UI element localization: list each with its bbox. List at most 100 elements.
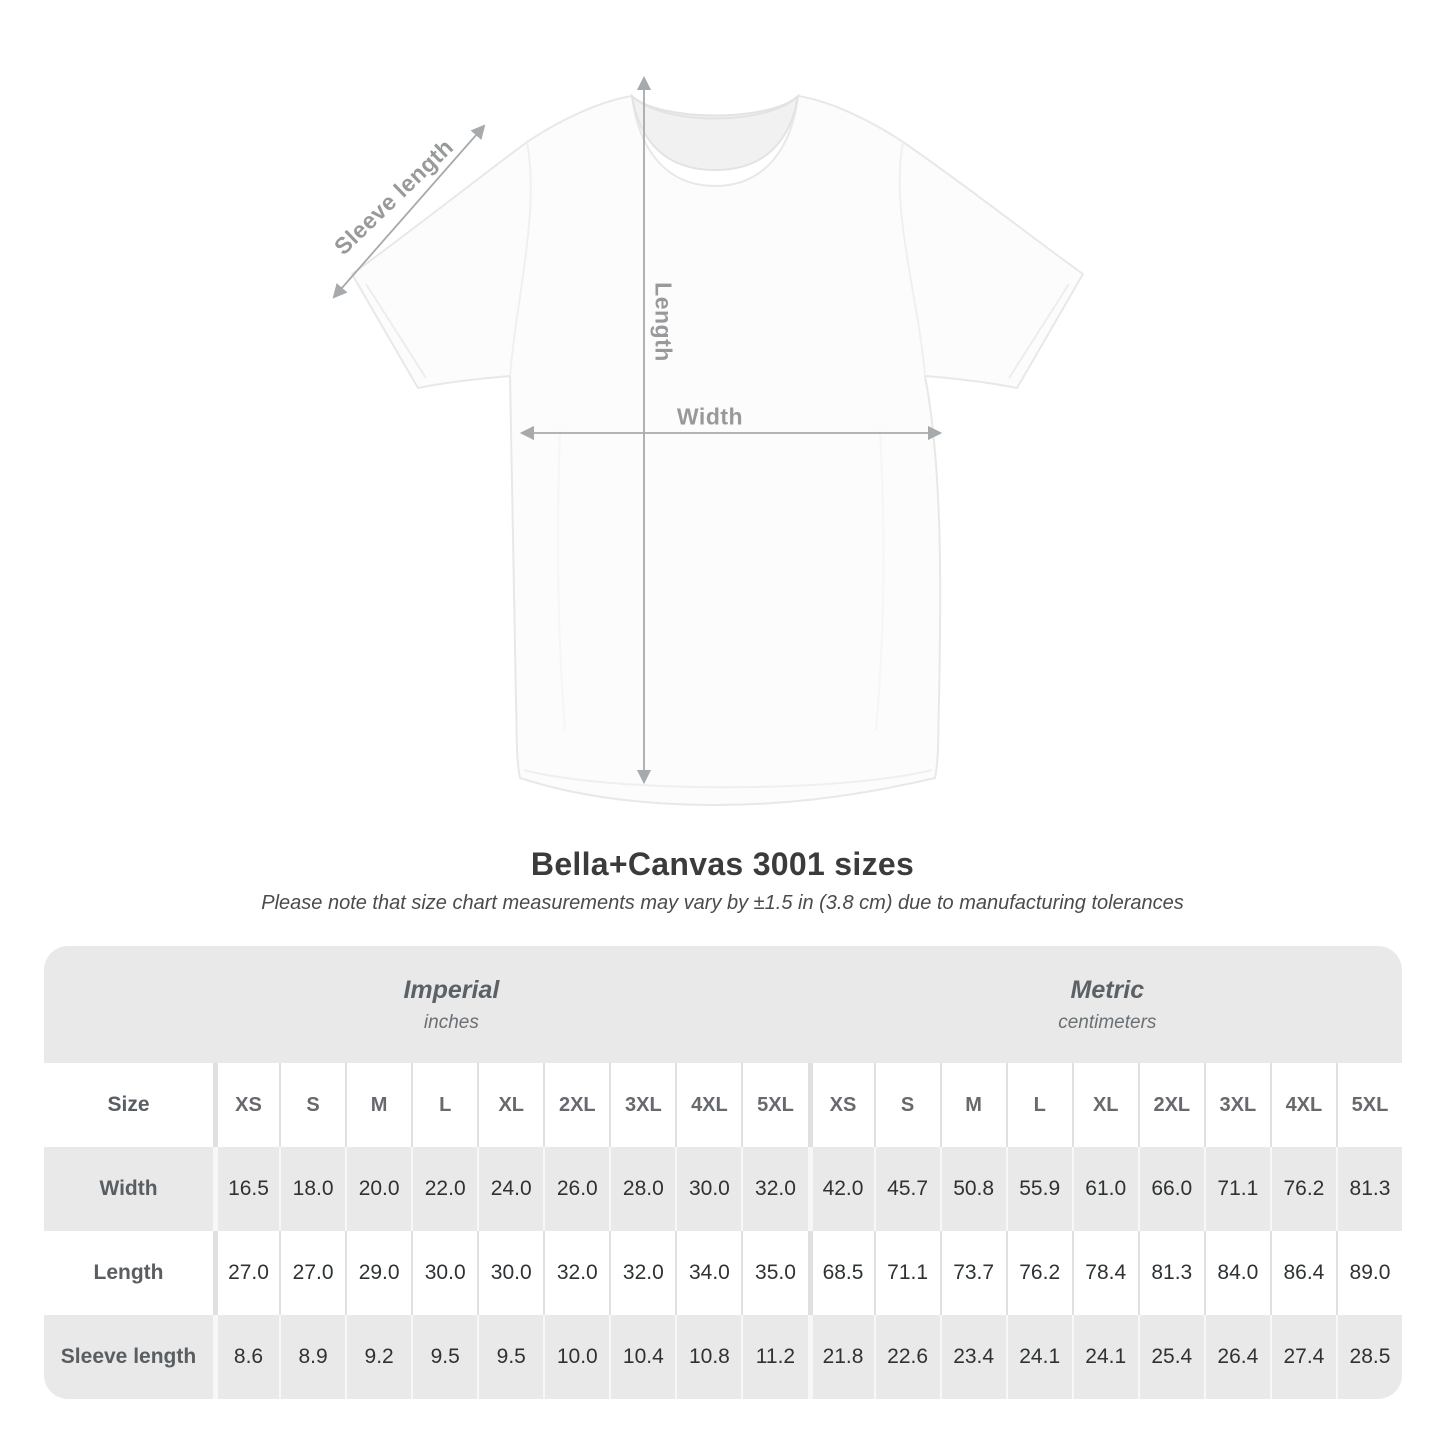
tshirt-hem-seam <box>523 769 933 789</box>
size-header-xs: XS <box>213 1063 280 1147</box>
imperial-group-header: Imperial inches <box>403 946 499 1063</box>
length-label: Length <box>650 282 677 362</box>
imperial-label: Imperial <box>403 975 500 1004</box>
value-metric: 81.3 <box>1335 1147 1402 1231</box>
value-imperial: 26.0 <box>543 1147 610 1231</box>
tshirt-right-cuff-seam <box>1008 283 1070 379</box>
value-imperial: 32.0 <box>741 1147 808 1231</box>
size-header-l: L <box>1005 1063 1072 1147</box>
value-metric: 68.5 <box>807 1231 874 1315</box>
value-imperial: 11.2 <box>741 1315 808 1399</box>
value-imperial: 10.8 <box>675 1315 742 1399</box>
value-metric: 24.1 <box>1071 1315 1138 1399</box>
value-imperial: 30.0 <box>477 1231 544 1315</box>
imperial-unit-label: inches <box>423 1011 479 1033</box>
value-metric: 84.0 <box>1203 1231 1270 1315</box>
value-imperial: 35.0 <box>741 1231 808 1315</box>
value-metric: 61.0 <box>1071 1147 1138 1231</box>
tshirt-measurement-diagram: Sleeve length Length Width <box>329 75 1084 806</box>
tshirt-body <box>351 95 1084 806</box>
value-metric: 76.2 <box>1005 1231 1072 1315</box>
value-imperial: 16.5 <box>213 1147 280 1231</box>
value-metric: 55.9 <box>1005 1147 1072 1231</box>
row-label-length: Length <box>44 1231 213 1315</box>
chart-heading: Bella+Canvas 3001 sizes Please note that… <box>0 846 1445 915</box>
tshirt-left-cuff-seam <box>365 283 427 379</box>
value-metric: 42.0 <box>807 1147 874 1231</box>
value-imperial: 32.0 <box>609 1231 676 1315</box>
value-metric: 25.4 <box>1137 1315 1204 1399</box>
value-imperial: 9.5 <box>411 1315 478 1399</box>
size-header-4xl: 4XL <box>1269 1063 1336 1147</box>
tshirt-right-armhole-seam <box>898 141 926 377</box>
size-header-5xl: 5XL <box>741 1063 808 1147</box>
value-imperial: 28.0 <box>609 1147 676 1231</box>
size-header-xl: XL <box>1071 1063 1138 1147</box>
size-header-xs: XS <box>807 1063 874 1147</box>
size-header-2xl: 2XL <box>1137 1063 1204 1147</box>
row-label-sleeve-length: Sleeve length <box>44 1315 213 1399</box>
value-metric: 23.4 <box>939 1315 1006 1399</box>
size-header-3xl: 3XL <box>1203 1063 1270 1147</box>
page-title: Bella+Canvas 3001 sizes <box>530 846 915 882</box>
value-metric: 22.6 <box>873 1315 940 1399</box>
size-chart-table: Imperial inches Metric centimeters Size X… <box>44 946 1402 1399</box>
value-imperial: 34.0 <box>675 1231 742 1315</box>
value-imperial: 22.0 <box>411 1147 478 1231</box>
size-header-xl: XL <box>477 1063 544 1147</box>
tshirt-wrinkle <box>875 429 885 731</box>
size-header-m: M <box>939 1063 1006 1147</box>
unit-group-header: Imperial inches Metric centimeters <box>44 946 1402 1063</box>
value-imperial: 30.0 <box>411 1231 478 1315</box>
value-metric: 89.0 <box>1335 1231 1402 1315</box>
row-label-width: Width <box>44 1147 213 1231</box>
value-metric: 50.8 <box>939 1147 1006 1231</box>
size-header-m: M <box>345 1063 412 1147</box>
value-metric: 26.4 <box>1203 1315 1270 1399</box>
value-metric: 71.1 <box>873 1231 940 1315</box>
value-metric: 86.4 <box>1269 1231 1336 1315</box>
value-metric: 76.2 <box>1269 1147 1336 1231</box>
tshirt-left-armhole-seam <box>509 141 532 377</box>
metric-group-header: Metric centimeters <box>1058 946 1156 1063</box>
value-metric: 24.1 <box>1005 1315 1072 1399</box>
value-imperial: 20.0 <box>345 1147 412 1231</box>
value-imperial: 8.9 <box>279 1315 346 1399</box>
sleeve-length-measure-arrow <box>332 124 486 299</box>
size-header-2xl: 2XL <box>543 1063 610 1147</box>
tshirt-wrinkle <box>556 429 566 731</box>
value-imperial: 10.4 <box>609 1315 676 1399</box>
metric-label: Metric <box>1070 975 1145 1004</box>
value-metric: 28.5 <box>1335 1315 1402 1399</box>
size-header-s: S <box>279 1063 346 1147</box>
value-imperial: 24.0 <box>477 1147 544 1231</box>
value-metric: 21.8 <box>807 1315 874 1399</box>
value-metric: 81.3 <box>1137 1231 1204 1315</box>
size-header-3xl: 3XL <box>609 1063 676 1147</box>
size-chart-grid: Size XS S M L XL 2XL 3XL 4XL 5XL XS S M L XL 2XL 3XL 4XL 5… <box>44 1063 1402 1399</box>
value-metric: 73.7 <box>939 1231 1006 1315</box>
value-imperial: 27.0 <box>213 1231 280 1315</box>
value-imperial: 32.0 <box>543 1231 610 1315</box>
value-imperial: 8.6 <box>213 1315 280 1399</box>
value-metric: 45.7 <box>873 1147 940 1231</box>
value-imperial: 27.0 <box>279 1231 346 1315</box>
value-imperial: 9.5 <box>477 1315 544 1399</box>
size-header-5xl: 5XL <box>1335 1063 1402 1147</box>
value-metric: 66.0 <box>1137 1147 1204 1231</box>
value-imperial: 29.0 <box>345 1231 412 1315</box>
value-metric: 78.4 <box>1071 1231 1138 1315</box>
value-metric: 71.1 <box>1203 1147 1270 1231</box>
size-header-l: L <box>411 1063 478 1147</box>
metric-unit-label: centimeters <box>1058 1011 1157 1033</box>
value-metric: 27.4 <box>1269 1315 1336 1399</box>
width-label: Width <box>676 403 744 430</box>
value-imperial: 9.2 <box>345 1315 412 1399</box>
tolerance-note: Please note that size chart measurements… <box>261 892 1184 914</box>
value-imperial: 30.0 <box>675 1147 742 1231</box>
size-column-header: Size <box>44 1063 213 1147</box>
size-header-s: S <box>873 1063 940 1147</box>
value-imperial: 18.0 <box>279 1147 346 1231</box>
value-imperial: 10.0 <box>543 1315 610 1399</box>
